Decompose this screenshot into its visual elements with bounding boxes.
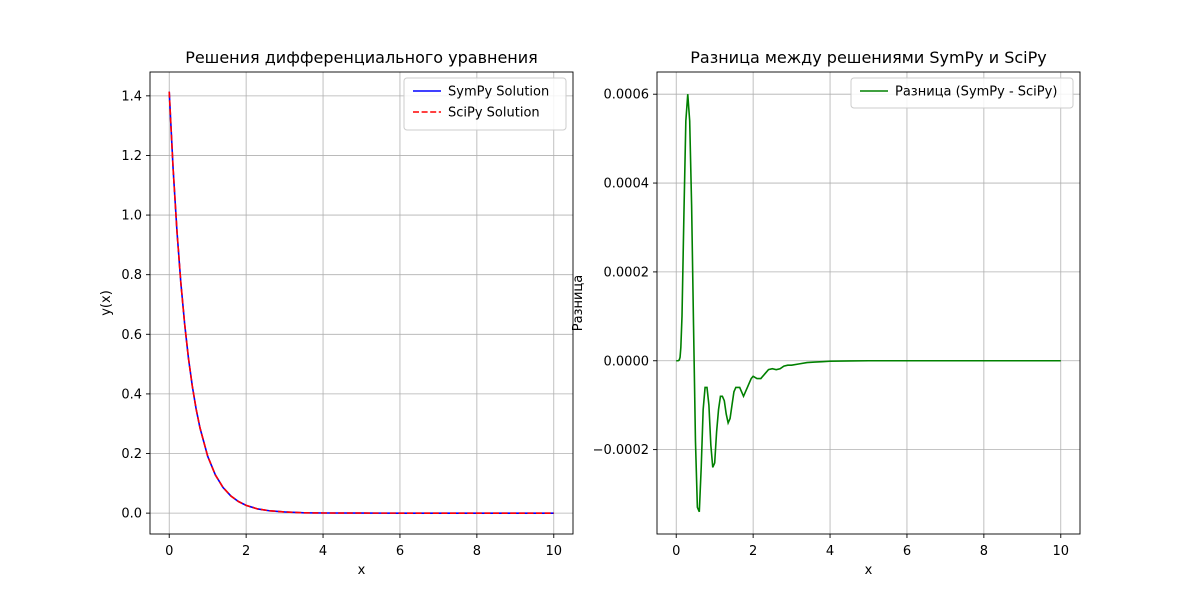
y-axis-label: Разница bbox=[571, 275, 586, 331]
y-tick-label: 0.4 bbox=[121, 387, 142, 402]
chart-panel-1: 0 2 4 6 8 10 0.0 0.2 0.4 0.6 0.8 1.0 1.2 1.4 Решения д… bbox=[99, 48, 574, 578]
y-tick-label: 0.0000 bbox=[604, 354, 650, 369]
x-axis-label: x bbox=[865, 563, 873, 578]
legend-box bbox=[850, 77, 1074, 109]
y-tick-label: −0.0002 bbox=[593, 443, 649, 458]
y-tick-label: 0.2 bbox=[121, 447, 142, 462]
legend-entry: SymPy Solution bbox=[448, 85, 549, 100]
x-tick-label: 4 bbox=[319, 544, 327, 559]
x-tick-label: 6 bbox=[903, 544, 911, 559]
legend: SymPy Solution SciPy Solution bbox=[403, 77, 567, 131]
x-tick-label: 0 bbox=[165, 544, 173, 559]
y-tick-label: 1.2 bbox=[121, 149, 142, 164]
x-tick-label: 10 bbox=[545, 544, 562, 559]
y-tick-label: 1.0 bbox=[121, 209, 142, 224]
x-axis-label: x bbox=[358, 563, 366, 578]
legend-entry: SciPy Solution bbox=[448, 106, 540, 121]
x-tick-label: 4 bbox=[826, 544, 834, 559]
chart-title: Разница между решениями SymPy и SciPy bbox=[690, 48, 1046, 67]
series-line-2 bbox=[168, 91, 554, 514]
y-tick-label: 0.0004 bbox=[604, 177, 650, 192]
y-tick-label: 0.0 bbox=[121, 507, 142, 522]
axes-frame bbox=[149, 71, 574, 535]
chart-title: Решения дифференциального уравнения bbox=[185, 48, 538, 67]
y-tick-label: 0.6 bbox=[121, 328, 142, 343]
series-line-1 bbox=[676, 94, 1061, 513]
y-tick-label: 0.0006 bbox=[604, 88, 650, 103]
y-tick-label: 0.0002 bbox=[604, 265, 650, 280]
x-tick-label: 8 bbox=[473, 544, 481, 559]
x-tick-label: 0 bbox=[672, 544, 680, 559]
x-tick-label: 8 bbox=[980, 544, 988, 559]
y-tick-label: 0.8 bbox=[121, 268, 142, 283]
x-tick-label: 2 bbox=[749, 544, 757, 559]
x-tick-label: 10 bbox=[1052, 544, 1069, 559]
chart-panel-2: 0 2 4 6 8 10 −0.0002 0.0000 0.0002 0.0004 0.0006 Ра… bbox=[571, 48, 1081, 578]
y-tick-label: 1.4 bbox=[121, 89, 142, 104]
axes-frame bbox=[656, 71, 1081, 535]
legend-box bbox=[403, 77, 567, 131]
x-tick-label: 2 bbox=[242, 544, 250, 559]
legend-entry: Разница (SymPy - SciPy) bbox=[895, 85, 1057, 100]
y-axis-label: y(x) bbox=[99, 290, 114, 316]
legend: Разница (SymPy - SciPy) bbox=[850, 77, 1074, 109]
x-tick-label: 6 bbox=[396, 544, 404, 559]
